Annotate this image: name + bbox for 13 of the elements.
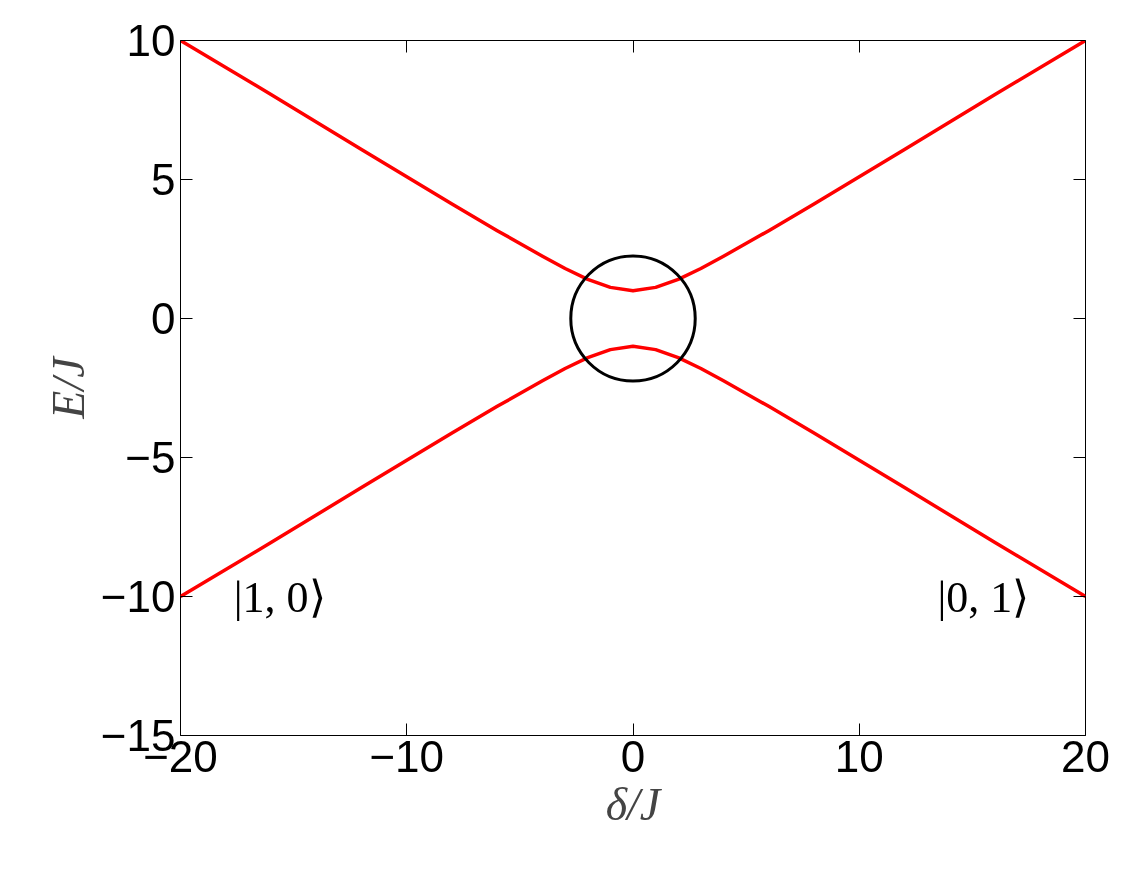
y-tick-label: 10 xyxy=(126,16,176,65)
y-tick-label: 5 xyxy=(151,155,176,204)
x-tick-label: 20 xyxy=(1061,731,1110,781)
x-tick-label: 10 xyxy=(834,731,884,781)
x-axis-title: δ/J xyxy=(605,778,663,830)
y-axis-title: E/J xyxy=(42,354,94,420)
annotation: |1, 0⟩ xyxy=(233,573,326,622)
y-tick-label: −5 xyxy=(125,433,176,482)
annotation: |0, 1⟩ xyxy=(937,573,1030,622)
y-tick-label: −10 xyxy=(100,572,176,621)
x-tick-label: 0 xyxy=(620,731,646,781)
x-tick-label: −10 xyxy=(369,731,445,781)
y-tick-label: 0 xyxy=(151,294,176,343)
